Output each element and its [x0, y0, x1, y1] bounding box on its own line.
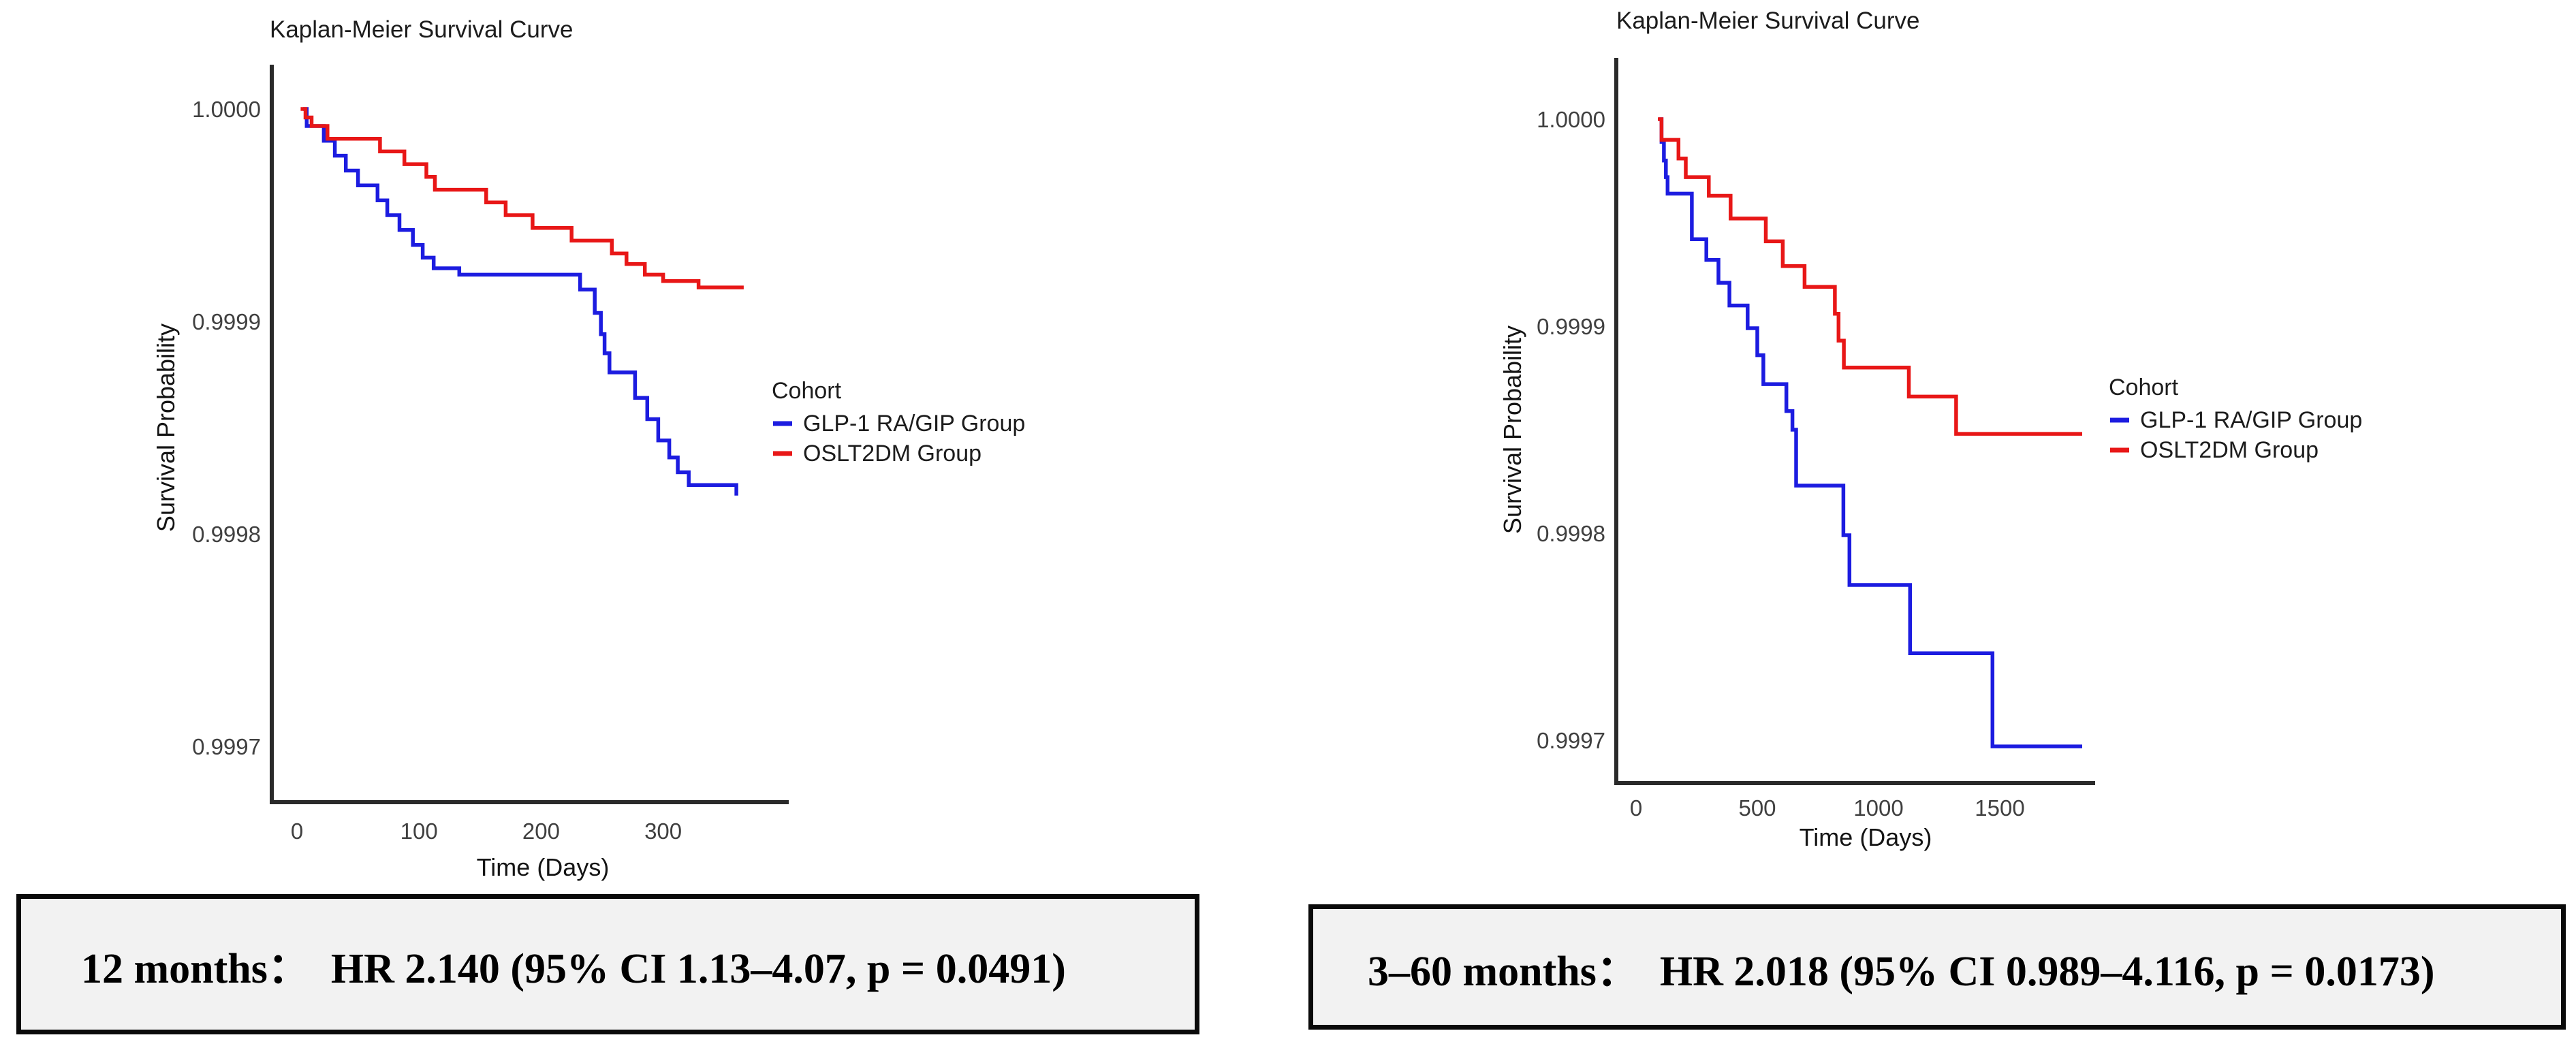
- x-tick-label: 1500: [1975, 795, 2024, 821]
- hr-annotation-box-12-months: 12 months： HR 2.140 (95% CI 1.13–4.07, p…: [16, 894, 1199, 1034]
- y-axis-title: Survival Probability: [1498, 325, 1526, 534]
- y-tick-label: 1.0000: [1537, 107, 1605, 132]
- x-axis-title: Time (Days): [1800, 823, 1932, 851]
- x-tick-label: 0: [1630, 795, 1642, 821]
- series-glp-1-ra-gip-group: [1659, 117, 2082, 748]
- x-tick-label: 500: [1738, 795, 1776, 821]
- y-tick-label: 0.9999: [192, 309, 261, 334]
- x-axis-title: Time (Days): [477, 853, 610, 881]
- x-tick-label: 100: [400, 819, 438, 844]
- y-tick-label: 0.9997: [1537, 728, 1605, 753]
- series-oslt2dm-group: [300, 107, 744, 289]
- y-tick-label: 0.9998: [1537, 521, 1605, 546]
- hr-annotation-box-3-60-months: 3–60 months： HR 2.018 (95% CI 0.989–4.11…: [1308, 904, 2566, 1030]
- y-tick-label: 1.0000: [192, 97, 261, 122]
- km-chart-3-60-months: Kaplan-Meier Survival Curve Survival Prob…: [1498, 7, 2362, 851]
- legend-entry-label: OSLT2DM Group: [803, 441, 981, 466]
- y-tick-label: 0.9997: [192, 734, 261, 759]
- x-tick-label: 200: [522, 819, 560, 844]
- x-tick-label: 300: [644, 819, 682, 844]
- y-axis-title: Survival Probability: [152, 323, 180, 532]
- legend-title: Cohort: [772, 378, 842, 404]
- legend-entry-label: GLP-1 RA/GIP Group: [2140, 407, 2362, 433]
- x-tick-label: 0: [291, 819, 303, 844]
- chart-title: Kaplan-Meier Survival Curve: [1616, 7, 1919, 34]
- series-oslt2dm-group: [1658, 117, 2082, 436]
- series-glp-1-ra-gip-group: [303, 107, 738, 496]
- km-chart-12-months: Kaplan-Meier Survival Curve Survival Prob…: [152, 16, 1025, 881]
- legend-entry-label: GLP-1 RA/GIP Group: [803, 411, 1025, 436]
- legend-entry-label: OSLT2DM Group: [2140, 437, 2319, 463]
- panel-12-months: Kaplan-Meier Survival Curve Survival Prob…: [16, 16, 1199, 1034]
- panel-3-60-months: Kaplan-Meier Survival Curve Survival Prob…: [1288, 0, 2576, 1048]
- y-tick-label: 0.9998: [192, 522, 261, 547]
- chart-title: Kaplan-Meier Survival Curve: [270, 16, 573, 43]
- y-tick-label: 0.9999: [1537, 314, 1605, 339]
- legend-title: Cohort: [2109, 375, 2179, 400]
- hr-annotation-text-12-months: 12 months： HR 2.140 (95% CI 1.13–4.07, p…: [81, 946, 1066, 992]
- x-tick-label: 1000: [1853, 795, 1903, 821]
- hr-annotation-text-3-60-months: 3–60 months： HR 2.018 (95% CI 0.989–4.11…: [1368, 949, 2435, 995]
